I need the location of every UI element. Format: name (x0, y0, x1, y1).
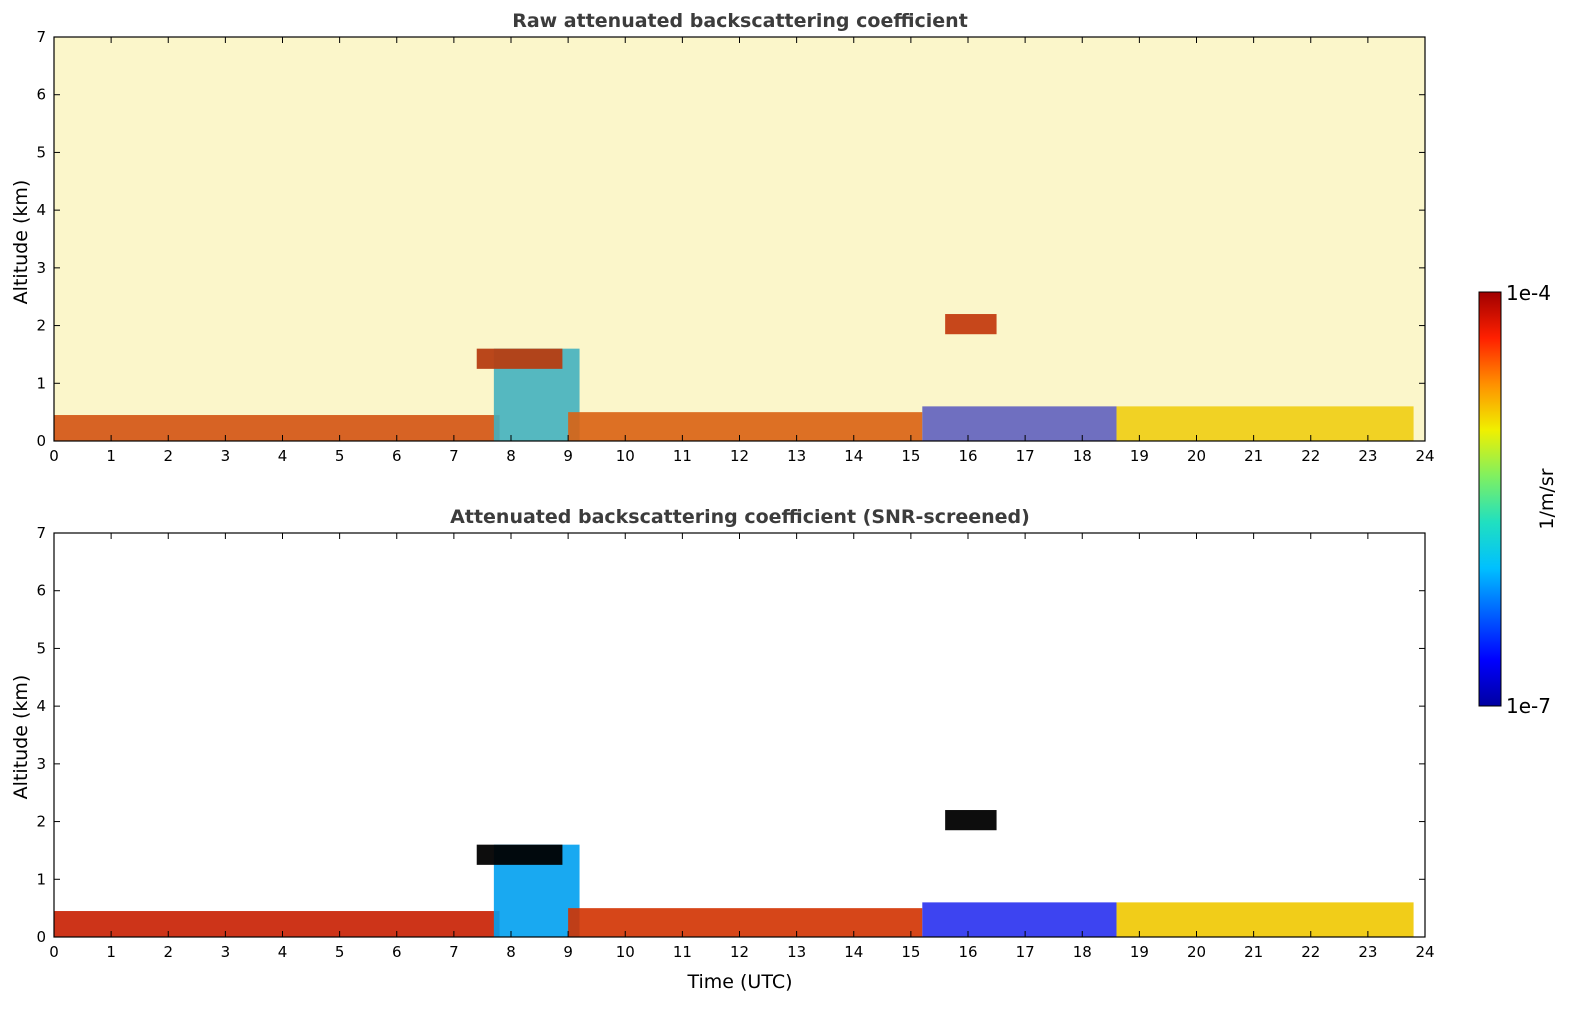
x-tick-label: 8 (506, 943, 516, 961)
x-tick-label: 21 (1244, 943, 1263, 961)
x-tick-label: 5 (335, 447, 345, 465)
x-tick-label: 13 (787, 943, 806, 961)
layer-feature (568, 412, 923, 441)
layer-feature (568, 908, 923, 937)
bottom-panel-title: Attenuated backscattering coefficient (S… (450, 506, 1030, 528)
colorbar-bar (1478, 291, 1502, 707)
x-tick-label: 20 (1187, 447, 1206, 465)
x-tick-label: 16 (958, 943, 977, 961)
x-tick-label: 24 (1415, 447, 1434, 465)
y-tick-label: 4 (36, 201, 46, 219)
x-tick-label: 3 (221, 447, 231, 465)
x-tick-label: 15 (901, 447, 920, 465)
x-tick-label: 4 (278, 447, 288, 465)
x-tick-label: 10 (616, 447, 635, 465)
y-tick-label: 1 (36, 374, 46, 392)
cloud-feature (945, 314, 997, 335)
x-tick-label: 6 (392, 943, 402, 961)
y-tick-label: 0 (36, 432, 46, 450)
x-tick-label: 24 (1415, 943, 1434, 961)
x-tick-label: 2 (163, 943, 173, 961)
x-tick-label: 0 (49, 943, 59, 961)
x-tick-label: 1 (106, 943, 116, 961)
x-tick-label: 2 (163, 447, 173, 465)
y-tick-label: 1 (36, 870, 46, 888)
x-tick-label: 22 (1301, 447, 1320, 465)
y-tick-label: 2 (36, 813, 46, 831)
x-tick-label: 18 (1073, 943, 1092, 961)
x-tick-label: 11 (673, 943, 692, 961)
x-tick-label: 15 (901, 943, 920, 961)
bottom-plot-area: 0 1 2 3 4 5 6 7 8 9 10 11 12 13 14 15 16 17 18 19 20 21 22 23 24… (36, 524, 1434, 961)
layer-feature (922, 406, 1117, 441)
x-axis-label: Time (UTC) (686, 971, 792, 993)
y-tick-label: 5 (36, 143, 46, 161)
cloud-feature (476, 348, 563, 369)
x-tick-label: 17 (1016, 943, 1035, 961)
x-tick-label: 17 (1016, 447, 1035, 465)
y-tick-label: 3 (36, 259, 46, 277)
y-tick-label: 7 (36, 524, 46, 542)
x-tick-label: 18 (1073, 447, 1092, 465)
top-panel-title: Raw attenuated backscattering coefficien… (512, 10, 968, 32)
cloud-feature (945, 810, 997, 831)
top-plot-frame (53, 36, 1426, 442)
x-tick-label: 8 (506, 447, 516, 465)
x-tick-label: 14 (844, 943, 863, 961)
y-tick-label: 7 (36, 28, 46, 46)
layer-feature (1116, 902, 1414, 937)
x-tick-label: 23 (1358, 943, 1377, 961)
noise-feature (54, 37, 1425, 441)
x-tick-label: 16 (958, 447, 977, 465)
layer-feature (1116, 406, 1414, 441)
x-tick-label: 5 (335, 943, 345, 961)
top-plot-area: 0 1 2 3 4 5 6 7 8 9 10 11 12 13 14 15 16 17 18 19 20 21 22 23 24… (36, 28, 1434, 465)
x-tick-label: 21 (1244, 447, 1263, 465)
x-tick-label: 9 (563, 447, 573, 465)
top-y-axis-label: Altitude (km) (10, 180, 32, 305)
x-tick-label: 9 (563, 943, 573, 961)
x-tick-label: 14 (844, 447, 863, 465)
x-tick-label: 10 (616, 943, 635, 961)
y-tick-label: 3 (36, 755, 46, 773)
x-tick-label: 7 (449, 943, 459, 961)
x-tick-label: 4 (278, 943, 288, 961)
colorbar: 1e-4 1e-7 1/m/sr (1478, 281, 1558, 718)
x-tick-label: 0 (49, 447, 59, 465)
y-tick-label: 2 (36, 317, 46, 335)
x-tick-label: 23 (1358, 447, 1377, 465)
layer-feature (54, 415, 500, 441)
y-tick-label: 6 (36, 86, 46, 104)
y-tick-label: 4 (36, 697, 46, 715)
x-tick-label: 1 (106, 447, 116, 465)
top-panel: Raw attenuated backscattering coefficien… (10, 10, 1435, 465)
x-tick-label: 11 (673, 447, 692, 465)
bottom-y-axis-label: Altitude (km) (10, 675, 32, 800)
y-tick-label: 5 (36, 639, 46, 657)
bottom-plot-frame (53, 532, 1426, 938)
x-tick-label: 22 (1301, 943, 1320, 961)
layer-feature (922, 902, 1117, 937)
colorbar-unit-label: 1/m/sr (1536, 468, 1558, 529)
y-tick-label: 6 (36, 582, 46, 600)
x-tick-label: 7 (449, 447, 459, 465)
x-tick-label: 20 (1187, 943, 1206, 961)
x-tick-label: 6 (392, 447, 402, 465)
colorbar-max-label: 1e-4 (1506, 281, 1551, 305)
cloud-feature (476, 844, 563, 865)
layer-feature (54, 911, 500, 937)
x-tick-label: 19 (1130, 447, 1149, 465)
x-tick-label: 12 (730, 943, 749, 961)
bottom-panel: Attenuated backscattering coefficient (S… (10, 506, 1435, 993)
colorbar-min-label: 1e-7 (1506, 694, 1551, 718)
y-tick-label: 0 (36, 928, 46, 946)
x-tick-label: 12 (730, 447, 749, 465)
x-tick-label: 19 (1130, 943, 1149, 961)
x-tick-label: 13 (787, 447, 806, 465)
x-tick-label: 3 (221, 943, 231, 961)
